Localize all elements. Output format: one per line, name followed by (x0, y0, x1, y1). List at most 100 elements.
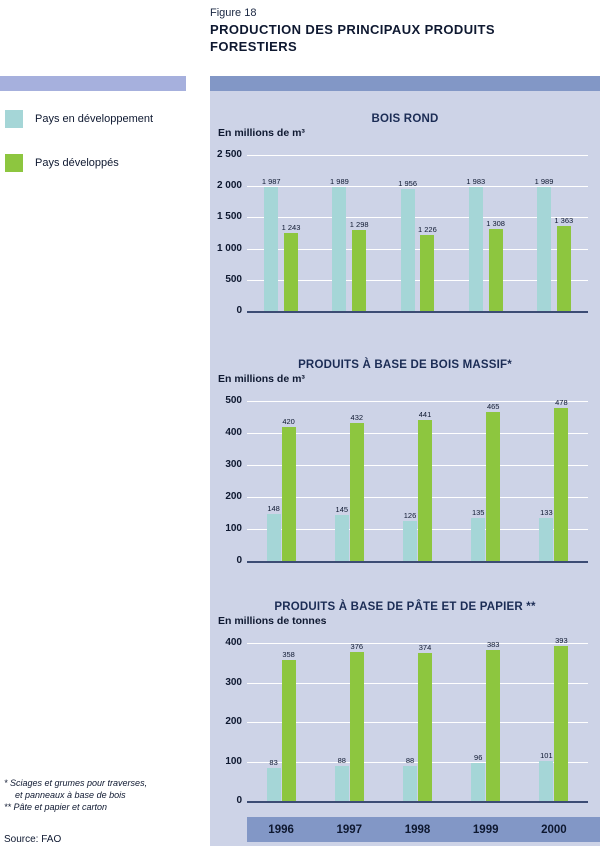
x-axis-year-bar: 1996 1997 1998 1999 2000 (247, 817, 600, 842)
bar-group-1996: 1 987 1 243 (247, 155, 315, 311)
bar-developing-1997 (332, 186, 347, 311)
bar-wrap: 441 (418, 410, 432, 561)
bar-value-label: 96 (474, 753, 483, 763)
bar-value-label: 376 (350, 642, 364, 652)
gridline (247, 722, 588, 723)
chart-unit-label: En millions de m³ (218, 127, 305, 139)
x-tick-1998: 1998 (404, 823, 431, 836)
bar-group-1998: 1 956 1 226 (383, 155, 451, 311)
bar-wrap: 393 (554, 635, 569, 801)
gridline (247, 529, 588, 530)
bar-wrap: 88 (403, 756, 417, 801)
bar-wrap: 376 (349, 642, 364, 801)
bar-developing-2000 (537, 186, 552, 311)
bar-wrap: 1 989 (330, 177, 349, 311)
plot-area: 83 358 88 376 88 374 96 383 101 393 (247, 636, 588, 803)
bar-value-label: 1 989 (534, 176, 554, 186)
figure-title-line2: FORESTIERS (210, 39, 298, 54)
bar-wrap: 96 (471, 753, 486, 801)
legend-swatch-developed (5, 154, 23, 172)
bar-value-label: 1 983 (466, 177, 486, 187)
bar-developed-1996 (281, 426, 296, 561)
gridline (247, 248, 588, 250)
bar-value-label: 1 298 (349, 220, 369, 230)
legend-item-developed: Pays développés (5, 154, 153, 172)
bar-developing-1999 (468, 187, 483, 311)
bar-developing-2000 (539, 518, 554, 561)
gridline (247, 682, 588, 684)
bar-developed-1997 (349, 652, 364, 801)
bar-value-label: 88 (337, 756, 346, 766)
bar-wrap: 1 298 (350, 220, 369, 311)
bar-wrap: 432 (349, 412, 364, 561)
gridline (247, 761, 588, 763)
footnotes: * Sciages et grumes pour traverses, et p… (4, 777, 147, 813)
footnote-line-1: * Sciages et grumes pour traverses, (4, 778, 148, 788)
gridline (247, 465, 588, 466)
bar-value-label: 88 (405, 756, 415, 766)
y-tick-label: 0 (236, 795, 242, 806)
bar-value-label: 145 (335, 504, 349, 514)
bar-developed-1996 (283, 233, 298, 311)
bar-value-label: 383 (486, 639, 500, 649)
bar-value-label: 135 (471, 507, 485, 517)
bar-wrap: 88 (334, 756, 349, 801)
bar-developing-1996 (266, 513, 281, 561)
bar-wrap: 478 (554, 398, 569, 561)
bar-group-2000: 101 393 (520, 636, 588, 801)
bar-developed-1997 (352, 230, 367, 311)
x-tick-2000: 2000 (541, 823, 567, 836)
bar-group-1999: 96 383 (452, 639, 520, 801)
bar-developing-1997 (334, 514, 349, 561)
bar-wrap: 1 956 (398, 179, 417, 311)
bar-developing-1996 (266, 768, 281, 801)
bar-value-label: 432 (350, 412, 364, 422)
bar-value-label: 393 (555, 635, 568, 645)
bar-value-label: 1 243 (281, 223, 301, 233)
y-axis: 0 100 200 300 400 (210, 637, 242, 806)
bar-wrap: 148 (266, 504, 281, 561)
bar-wrap: 420 (281, 416, 296, 561)
bar-group-2000: 1 989 1 363 (520, 155, 588, 311)
bar-groups: 83 358 88 376 88 374 96 383 101 393 (247, 636, 588, 801)
bar-value-label: 478 (555, 398, 568, 408)
chart-title: PRODUITS À BASE DE PÂTE ET DE PAPIER ** (274, 601, 536, 613)
bar-group-1996: 148 420 (247, 401, 315, 561)
figure-label: Figure 18 (210, 7, 257, 19)
bar-developing-2000 (539, 761, 554, 801)
bar-wrap: 1 987 (262, 177, 281, 311)
panel-header-bar (210, 76, 600, 91)
y-tick-label: 200 (225, 716, 242, 727)
gridline (247, 217, 588, 219)
bar-wrap: 135 (471, 507, 486, 561)
y-tick-label: 2 500 (216, 149, 242, 160)
bar-developed-2000 (554, 408, 569, 561)
bar-wrap: 374 (418, 643, 432, 801)
chart-pate-papier: PRODUITS À BASE DE PÂTE ET DE PAPIER ** … (210, 601, 600, 806)
chart-bois-massif: PRODUITS À BASE DE BOIS MASSIF* En milli… (210, 359, 600, 566)
y-axis: 0 100 200 300 400 500 (210, 395, 242, 566)
plot-area: 1 987 1 243 1 989 1 298 1 956 1 226 1 983 1 308… (247, 155, 588, 313)
chart-unit-label: En millions de tonnes (218, 615, 327, 627)
bar-wrap: 101 (539, 751, 554, 801)
footnote-line-3: ** Pâte et papier et carton (4, 802, 108, 812)
bar-developed-1999 (488, 229, 503, 311)
bar-value-label: 1 987 (261, 177, 281, 187)
legend: Pays en développement Pays développés (5, 110, 153, 198)
bar-wrap: 1 226 (418, 225, 437, 311)
bar-value-label: 420 (282, 416, 295, 426)
y-tick-label: 1 000 (216, 242, 242, 254)
bar-wrap: 133 (539, 508, 554, 561)
bar-developed-2000 (556, 225, 571, 311)
bar-developing-1997 (334, 766, 349, 801)
left-decorative-bar (0, 76, 186, 91)
bar-value-label: 441 (418, 409, 432, 419)
bar-group-1998: 126 441 (383, 401, 451, 561)
bar-group-1998: 88 374 (383, 643, 451, 801)
bar-developing-1998 (400, 188, 415, 311)
plot-row: 0 100 200 300 400 500 148 420 145 432 126 441 135 46… (225, 395, 600, 566)
bar-developed-2000 (554, 645, 569, 801)
bar-group-2000: 133 478 (520, 398, 588, 561)
bar-value-label: 101 (540, 751, 553, 761)
bar-developing-1999 (471, 517, 486, 561)
